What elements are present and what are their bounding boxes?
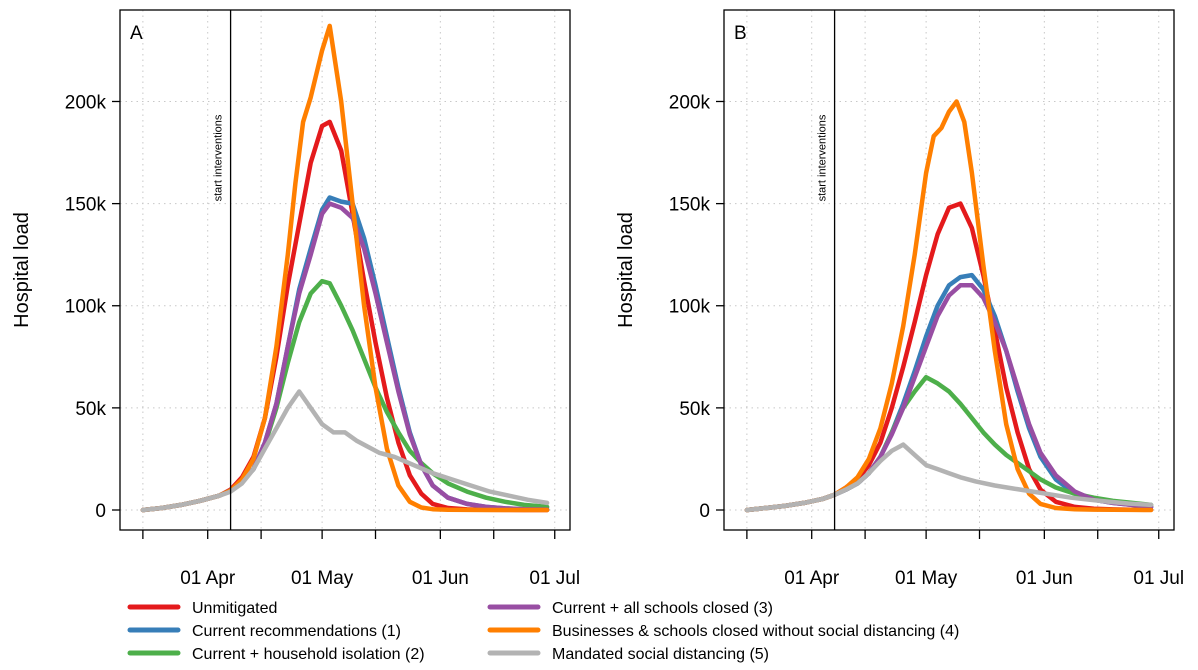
series-line-2 [140, 278, 550, 513]
series-line-1 [140, 195, 550, 513]
series-line-2 [744, 374, 1154, 513]
x-tick-label: 01 May [895, 568, 958, 589]
series-line-5 [744, 442, 1154, 513]
panel-label: B [734, 23, 747, 44]
y-axis-title: Hospital load [11, 212, 33, 328]
intervention-label: start interventions [817, 114, 829, 201]
x-tick-label: 01 Apr [784, 568, 840, 589]
x-tick-label: 01 Jun [1016, 568, 1073, 589]
series-line-0 [744, 201, 1154, 513]
y-tick-label: 150k [65, 195, 107, 216]
series-line-5 [140, 389, 550, 513]
legend: Unmitigated Current recommendations (1) Cu… [127, 600, 959, 663]
x-tick-label: 01 Apr [180, 568, 236, 589]
y-tick-label: 0 [95, 501, 106, 522]
legend-label-5: Mandated social distancing (5) [552, 646, 769, 663]
y-tick-label: 100k [65, 297, 107, 318]
legend-label-1: Current recommendations (1) [192, 623, 401, 640]
panel-label: A [130, 23, 143, 44]
series-line-3 [140, 201, 550, 513]
plot-frame [119, 9, 571, 531]
intervention-label: start interventions [213, 114, 225, 201]
y-axis-title: Hospital load [615, 212, 637, 328]
y-tick-label: 0 [699, 501, 710, 522]
legend-label-2: Current + household isolation (2) [192, 646, 425, 663]
y-tick-label: 100k [669, 297, 711, 318]
x-tick-label: 01 Jul [1133, 568, 1184, 589]
panel-b: start interventions 0 50k 100k 150k 200k 01 Ap… [615, 9, 1184, 589]
panel-a: start interventions 0 50k 100k 150k 200k 01 Ap… [11, 9, 580, 589]
y-tick-label: 200k [65, 92, 107, 113]
y-tick-label: 50k [679, 399, 710, 420]
y-tick-label: 150k [669, 195, 711, 216]
x-tick-label: 01 Jul [529, 568, 580, 589]
legend-label-0: Unmitigated [192, 600, 277, 617]
x-tick-label: 01 May [291, 568, 354, 589]
x-tick-label: 01 Jun [412, 568, 469, 589]
legend-label-3: Current + all schools closed (3) [552, 600, 773, 617]
y-tick-label: 50k [75, 399, 106, 420]
series-line-3 [744, 283, 1154, 513]
plot-frame [723, 9, 1175, 531]
y-tick-label: 200k [669, 92, 711, 113]
series-line-4 [140, 23, 550, 513]
legend-label-4: Businesses & schools closed without soci… [552, 623, 959, 640]
